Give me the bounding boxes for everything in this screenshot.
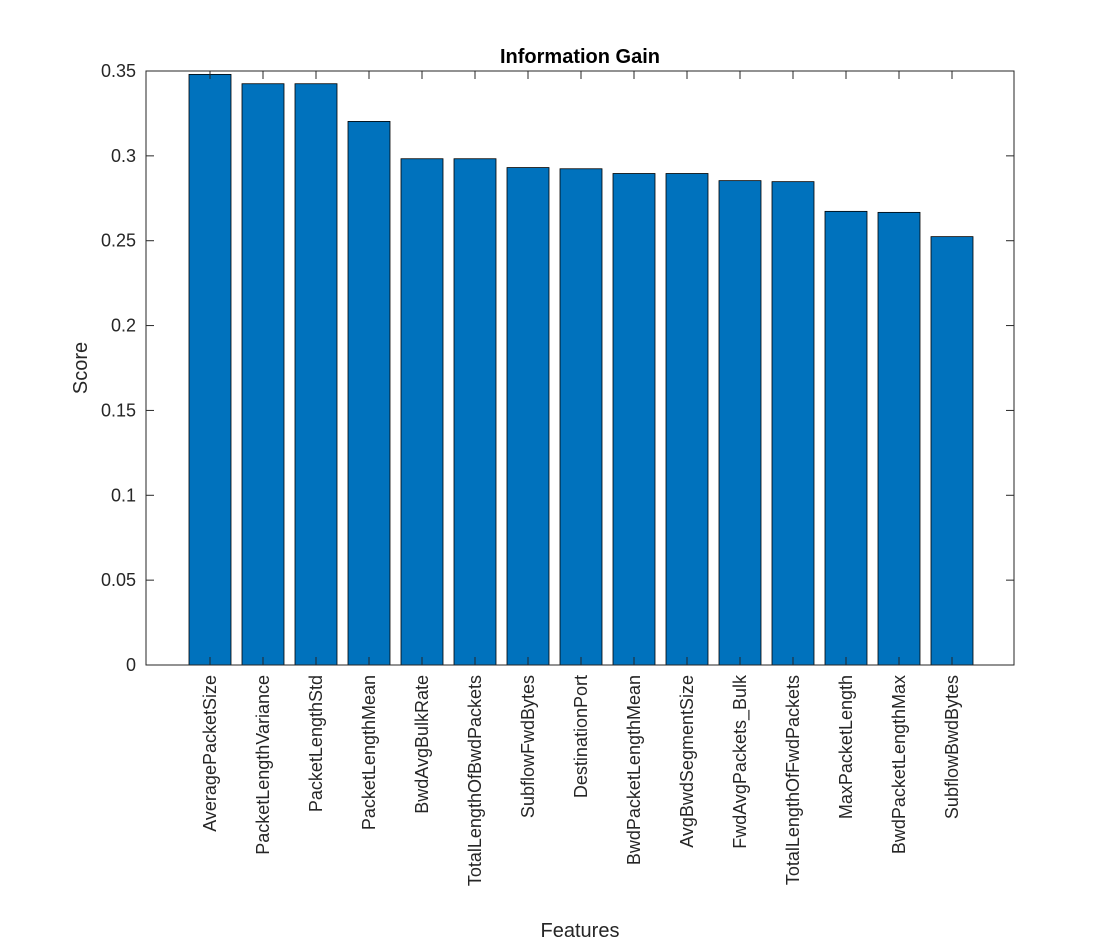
chart-title: Information Gain [500,46,660,68]
x-tick-label-13: BwdPacketLengthMax [889,675,909,854]
bar-3 [347,121,391,666]
x-axis-label: Features [541,920,620,942]
y-axis-label: Score [70,342,92,394]
bar-2 [294,83,338,666]
x-tick-label-8: BwdPacketLengthMean [624,675,644,865]
plot-frame [145,70,1015,666]
x-tick-label-7: DestinationPort [571,675,591,798]
y-tick-label-0: 0 [126,655,136,675]
x-tick-label-9: AvgBwdSegmentSize [677,675,697,848]
bar-1 [241,83,285,666]
bar-12 [824,210,868,666]
x-tick-label-2: PacketLengthStd [306,675,326,812]
bars-group [188,73,974,666]
y-tick-label-2: 0.1 [111,485,136,505]
ticks-group [146,70,1014,666]
x-tick-labels-group: AveragePacketSize PacketLengthVariance Pac… [200,674,962,886]
bar-11 [771,181,815,666]
y-tick-label-1: 0.05 [101,570,136,590]
bar-6 [506,167,550,666]
y-tick-label-5: 0.25 [101,231,136,251]
x-tick-label-0: AveragePacketSize [200,675,220,832]
y-tick-labels-group: 0 0.05 0.1 0.15 0.2 0.25 0.3 0.35 [101,61,136,675]
x-tick-label-12: MaxPacketLength [836,675,856,819]
x-tick-label-4: BwdAvgBulkRate [412,675,432,814]
x-tick-label-1: PacketLengthVariance [253,675,273,855]
bar-0 [188,73,232,666]
bar-9 [665,173,709,666]
bar-13 [877,211,921,666]
y-tick-label-4: 0.2 [111,316,136,336]
x-tick-label-14: SubflowBwdBytes [942,675,962,819]
y-tick-label-3: 0.15 [101,400,136,420]
x-tick-label-5: TotalLengthOfBwdPackets [465,675,485,886]
bar-10 [718,180,762,666]
bar-5 [453,158,497,666]
bar-4 [400,158,444,666]
x-tick-label-3: PacketLengthMean [359,675,379,830]
x-tick-label-6: SubflowFwdBytes [518,675,538,818]
y-tick-label-6: 0.3 [111,146,136,166]
bar-7 [559,168,603,666]
x-tick-label-11: TotalLengthOfFwdPackets [783,675,803,885]
y-tick-label-7: 0.35 [101,61,136,81]
x-tick-label-10: FwdAvgPackets_Bulk [730,674,751,849]
bar-14 [930,236,974,666]
bar-8 [612,173,656,666]
